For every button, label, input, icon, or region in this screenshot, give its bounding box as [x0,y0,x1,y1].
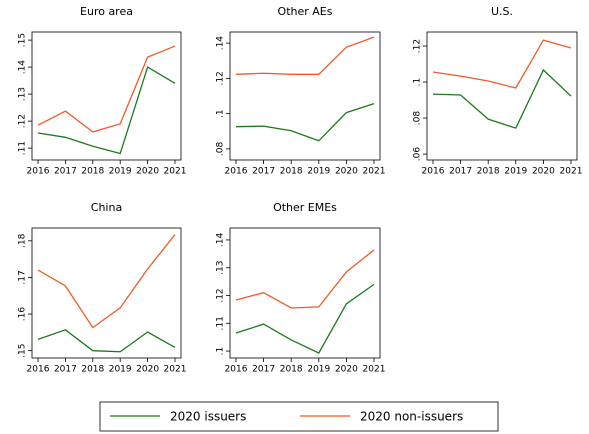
x-tick-label: 2021 [363,365,386,375]
series-line [37,234,176,329]
plot-frame [31,31,182,161]
y-tick-label: .13 [18,87,28,101]
x-tick-label: 2021 [363,167,386,177]
y-tick-label: .18 [18,233,28,248]
x-tick-label: 2017 [252,365,275,375]
y-tick-label: .06 [413,147,423,162]
y-tick-label: .1 [216,347,226,356]
y-tick-label: .12 [216,288,226,302]
panel-title: China [91,201,122,214]
plot-frame [426,31,578,161]
y-tick-label: .14 [216,36,226,51]
y-tick-label: .11 [18,141,28,155]
x-tick-label: 2021 [164,167,187,177]
x-tick-label: 2016 [225,365,248,375]
x-tick-label: 2020 [136,365,159,375]
y-tick-label: .12 [216,71,226,85]
x-tick-label: 2018 [81,365,104,375]
x-tick-label: 2017 [252,167,275,177]
series-line [37,329,176,353]
y-tick-label: .08 [216,141,226,156]
x-tick-label: 2021 [560,167,583,177]
y-tick-label: .15 [18,344,28,358]
x-tick-label: 2020 [136,167,159,177]
x-tick-label: 2019 [504,167,527,177]
series-line [432,39,572,89]
y-tick-label: .14 [18,60,28,75]
y-tick-label: .12 [413,39,423,53]
x-tick-label: 2020 [532,167,555,177]
plot-frame [229,227,381,359]
series-line [235,249,375,309]
x-tick-label: 2020 [335,167,358,177]
x-tick-label: 2019 [109,365,132,375]
x-tick-label: 2019 [109,167,132,177]
y-tick-label: .15 [18,33,28,47]
y-tick-label: .08 [413,111,423,126]
x-tick-label: 2016 [422,167,445,177]
x-tick-label: 2019 [307,365,330,375]
panel-title: Other EMEs [273,201,337,214]
x-tick-label: 2016 [27,365,50,375]
y-tick-label: .16 [18,307,28,322]
x-tick-label: 2016 [225,167,248,177]
x-tick-label: 2018 [280,365,303,375]
x-tick-label: 2019 [307,167,330,177]
series-line [37,66,176,155]
panel-title: U.S. [491,5,513,18]
y-tick-label: .13 [216,261,226,275]
series-line [235,283,375,354]
y-tick-label: .11 [216,316,226,330]
x-tick-label: 2018 [477,167,500,177]
plot-frame [229,31,381,161]
series-line [235,102,375,142]
series-line [235,36,375,75]
y-tick-label: .12 [18,114,28,128]
series-line [37,45,176,133]
legend-box [99,401,499,432]
y-tick-label: .1 [216,109,226,118]
y-tick-label: .17 [18,270,28,284]
x-tick-label: 2020 [335,365,358,375]
x-tick-label: 2018 [280,167,303,177]
x-tick-label: 2017 [54,365,77,375]
x-tick-label: 2017 [449,167,472,177]
y-tick-label: .1 [413,78,423,87]
legend-label: 2020 issuers [170,410,246,424]
panel-title: Euro area [80,5,133,18]
plot-frame [31,227,182,359]
x-tick-label: 2017 [54,167,77,177]
x-tick-label: 2018 [81,167,104,177]
y-tick-label: .14 [216,233,226,248]
x-tick-label: 2016 [27,167,50,177]
series-line [432,68,572,129]
x-tick-label: 2021 [164,365,187,375]
panel-title: Other AEs [278,5,333,18]
legend-label: 2020 non-issuers [360,410,463,424]
